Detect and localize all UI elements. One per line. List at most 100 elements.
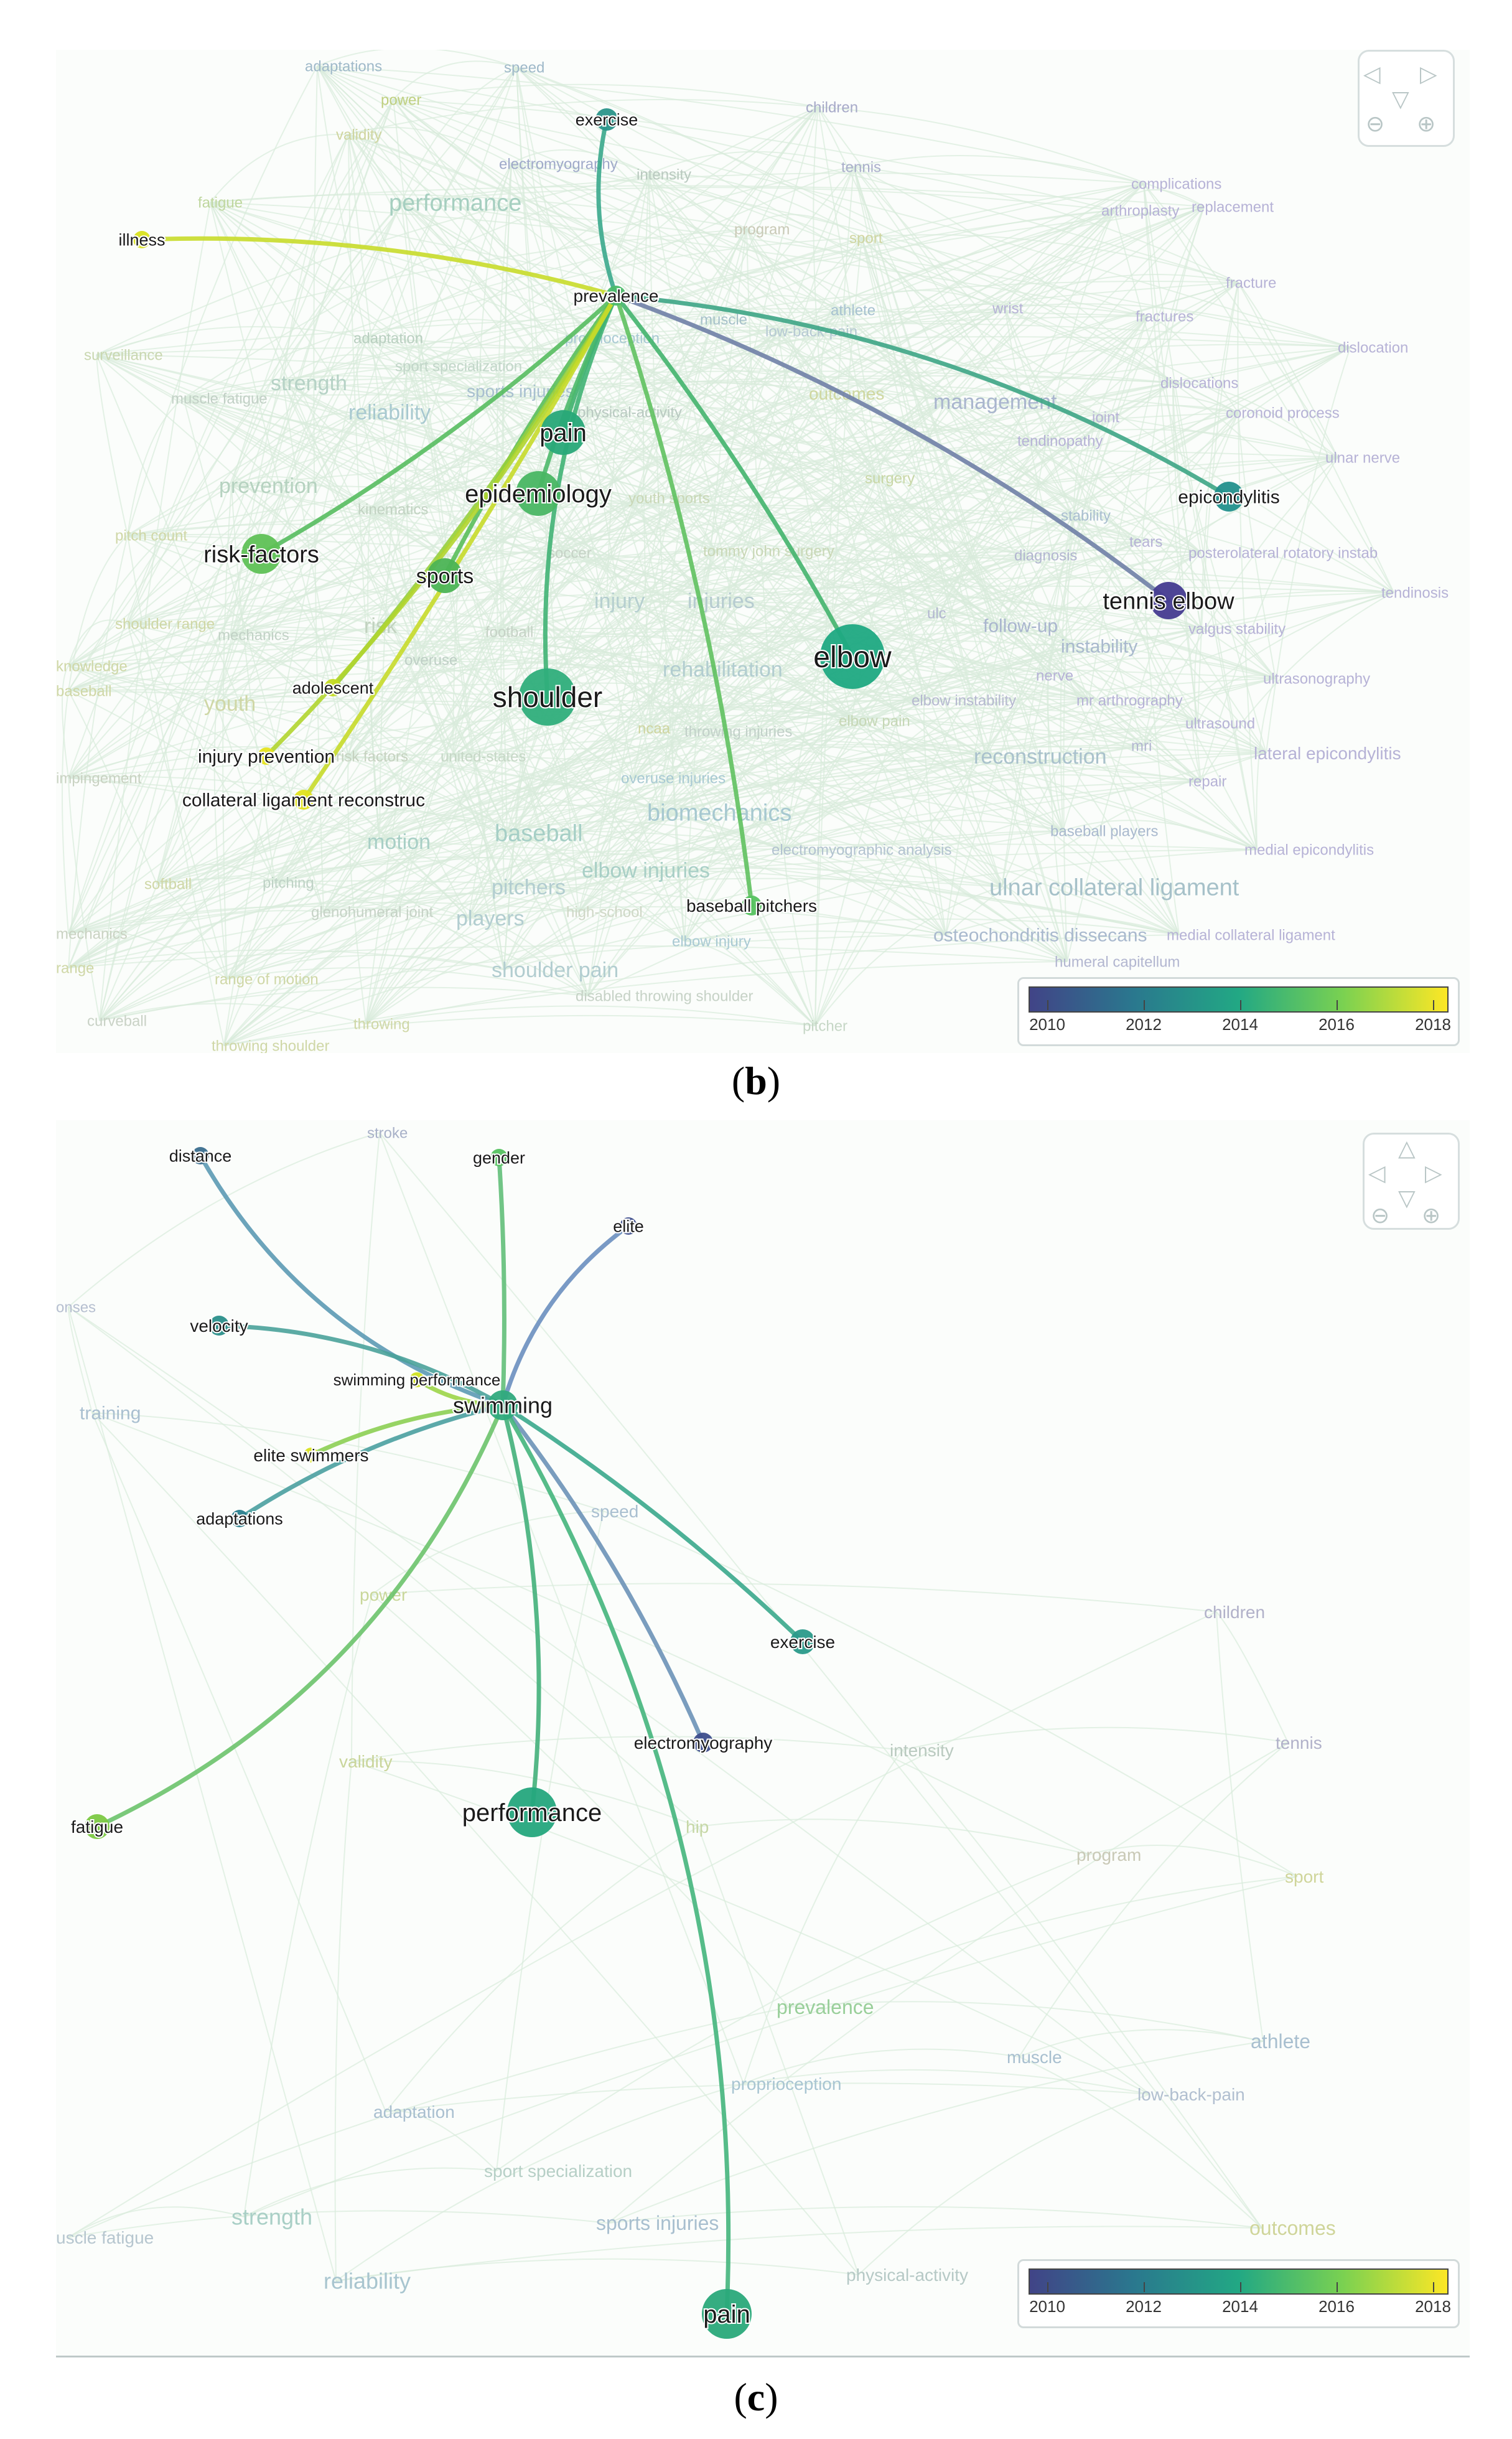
faded-keyword-youth[interactable]: youth [204, 692, 256, 716]
faded-keyword-mechanics[interactable]: mechanics [56, 925, 128, 942]
faded-keyword-range-of-motion[interactable]: range of motion [215, 971, 319, 988]
node-label-swimming[interactable]: swimming [452, 1392, 554, 1420]
faded-keyword-baseball-players[interactable]: baseball players [1050, 823, 1158, 840]
faded-keyword-dislocation[interactable]: dislocation [1338, 339, 1408, 356]
faded-keyword-lateral-epicondylitis[interactable]: lateral epicondylitis [1254, 744, 1401, 763]
faded-keyword-ultrasound[interactable]: ultrasound [1185, 715, 1255, 732]
node-label-fatigue[interactable]: fatigue [70, 1816, 124, 1838]
navigation-pad-b[interactable]: ◁ ▷ ▽ ⊖ ⊕ [1358, 50, 1455, 147]
faded-keyword-strength[interactable]: strength [231, 2204, 312, 2230]
faded-keyword-valgus-stability[interactable]: valgus stability [1188, 620, 1286, 637]
node-epicondylitis[interactable] [1214, 482, 1244, 512]
faded-keyword-performance[interactable]: performance [389, 190, 521, 216]
highlighted-nodes[interactable]: exercise illness prevalence pain epidemiolog… [117, 108, 1281, 917]
faded-keyword-mechanics[interactable]: mechanics [218, 627, 289, 644]
faded-keyword-adaptations[interactable]: adaptations [305, 58, 382, 75]
faded-keyword-pitching[interactable]: pitching [263, 874, 314, 891]
faded-keyword-adaptation[interactable]: adaptation [353, 330, 423, 347]
faded-keyword-football[interactable]: football [485, 624, 533, 640]
faded-keyword-strength[interactable]: strength [271, 372, 347, 395]
node-collateral[interactable] [294, 790, 314, 810]
node-illness[interactable] [133, 231, 151, 248]
faded-keyword-humeral-capitellum[interactable]: humeral capitellum [1055, 953, 1180, 970]
node-label-elbow[interactable]: elbow [812, 640, 893, 675]
faded-keyword-rehabilitation[interactable]: rehabilitation [663, 658, 783, 681]
pan-down-icon[interactable]: ▽ [1398, 1185, 1416, 1210]
faded-keyword-physical-activity[interactable]: physical-activity [846, 2265, 968, 2285]
node-adolescent[interactable] [324, 679, 342, 696]
faded-keyword-muscle-fatigue[interactable]: muscle fatigue [171, 390, 268, 407]
node-electromyography[interactable] [693, 1733, 713, 1753]
node-adaptations[interactable] [231, 1510, 248, 1527]
node-label-shoulder[interactable]: shoulder [492, 680, 604, 714]
faded-keyword-biomechanics[interactable]: biomechanics [647, 800, 791, 826]
node-label-sports[interactable]: sports [415, 563, 475, 589]
faded-keyword-elbow-injury[interactable]: elbow injury [672, 933, 751, 950]
faded-keyword-pitcher[interactable]: pitcher [803, 1018, 847, 1034]
faded-keyword-baseball[interactable]: baseball [56, 683, 111, 700]
faded-keyword-injury[interactable]: injury [594, 589, 645, 613]
faded-keyword-tendinopathy[interactable]: tendinopathy [1017, 433, 1103, 449]
node-baseball-pitchers[interactable] [742, 896, 762, 915]
faded-keyword-reconstruction[interactable]: reconstruction [974, 745, 1107, 769]
faded-keyword-tennis[interactable]: tennis [1276, 1733, 1322, 1753]
node-epidemiology[interactable] [516, 471, 561, 516]
faded-keyword-diagnosis[interactable]: diagnosis [1014, 547, 1077, 564]
node-label-adaptations[interactable]: adaptations [195, 1508, 284, 1529]
faded-keyword-athlete[interactable]: athlete [1251, 2030, 1310, 2053]
faded-keyword-replacement[interactable]: replacement [1192, 199, 1274, 215]
zoom-in-icon[interactable]: ⊕ [1417, 111, 1436, 136]
faded-keyword-medial-collateral-ligament[interactable]: medial collateral ligament [1167, 927, 1335, 943]
faded-keyword-adaptation[interactable]: adaptation [373, 2102, 455, 2122]
faded-keyword-power[interactable]: power [381, 91, 421, 108]
node-label-distance[interactable]: distance [168, 1145, 233, 1166]
faded-keyword-high-school[interactable]: high-school [566, 904, 643, 920]
faded-keyword-reliability[interactable]: reliability [348, 401, 431, 424]
node-injury-prevention[interactable] [258, 747, 275, 765]
node-label-illness[interactable]: illness [117, 229, 166, 250]
faded-keyword-hip[interactable]: hip [686, 1817, 709, 1837]
faded-keyword-sport-specialization[interactable]: sport specialization [484, 2161, 632, 2181]
faded-keyword-reliability[interactable]: reliability [324, 2268, 411, 2294]
faded-keyword-posterolateral-rotatory-instab[interactable]: posterolateral rotatory instab [1188, 545, 1378, 561]
node-label-collateral[interactable]: collateral ligament reconstruc [181, 789, 426, 812]
pan-up-icon[interactable]: △ [1398, 1135, 1416, 1161]
faded-keyword-intensity[interactable]: intensity [890, 1741, 954, 1760]
faded-keyword-risk-factors[interactable]: risk factors [336, 748, 408, 765]
faded-keyword-knowledge[interactable]: knowledge [56, 658, 128, 675]
faded-keyword-stroke[interactable]: stroke [367, 1125, 408, 1141]
node-label-baseball-pitchers[interactable]: baseball pitchers [685, 895, 818, 917]
node-pain[interactable] [541, 410, 586, 455]
node-elite[interactable] [620, 1217, 637, 1235]
node-velocity[interactable] [209, 1316, 229, 1336]
faded-keyword-validity[interactable]: validity [339, 1752, 393, 1771]
node-tennis-elbow[interactable] [1150, 582, 1187, 619]
zoom-in-icon[interactable]: ⊕ [1422, 1202, 1441, 1228]
faded-keyword-prevention[interactable]: prevention [219, 474, 318, 498]
node-label-adolescent[interactable]: adolescent [291, 677, 375, 698]
faded-keyword-motion[interactable]: motion [367, 830, 431, 854]
node-label-exercise[interactable]: exercise [769, 1631, 836, 1653]
navigation-pad-c[interactable]: △ ◁ ▷ ▽ ⊖ ⊕ [1363, 1133, 1460, 1230]
faded-keyword-intensity[interactable]: intensity [637, 166, 691, 183]
faded-keyword-surgery[interactable]: surgery [865, 470, 915, 487]
network-graph-c[interactable]: strokeonsestrainingspeedpowerchildrenten… [56, 1120, 1470, 2356]
faded-keyword-shoulder-pain[interactable]: shoulder pain [492, 958, 618, 982]
faded-keyword-softball[interactable]: softball [144, 876, 192, 892]
faded-keyword-baseball[interactable]: baseball [495, 820, 583, 846]
faded-keyword-glenohumeral-joint[interactable]: glenohumeral joint [311, 904, 433, 920]
node-label-tennis-elbow[interactable]: tennis elbow [1101, 587, 1236, 616]
node-label-injury-prevention[interactable]: injury prevention [197, 746, 336, 769]
faded-keyword-players[interactable]: players [456, 907, 525, 930]
faded-keyword-mri[interactable]: mri [1131, 737, 1152, 754]
faded-keyword-ncaa[interactable]: ncaa [638, 720, 671, 737]
faded-keyword-impingement[interactable]: impingement [56, 770, 142, 787]
faded-keyword-soccer[interactable]: soccer [548, 545, 592, 561]
faded-keyword-low-back-pain[interactable]: low-back-pain [1137, 2085, 1245, 2104]
node-label-epidemiology[interactable]: epidemiology [464, 479, 613, 509]
node-performance[interactable] [507, 1787, 557, 1837]
faded-keyword-pitchers[interactable]: pitchers [492, 876, 566, 899]
node-prevalence[interactable] [606, 286, 626, 306]
node-fatigue[interactable] [85, 1814, 110, 1839]
node-label-electromyography[interactable]: electromyography [633, 1732, 774, 1754]
